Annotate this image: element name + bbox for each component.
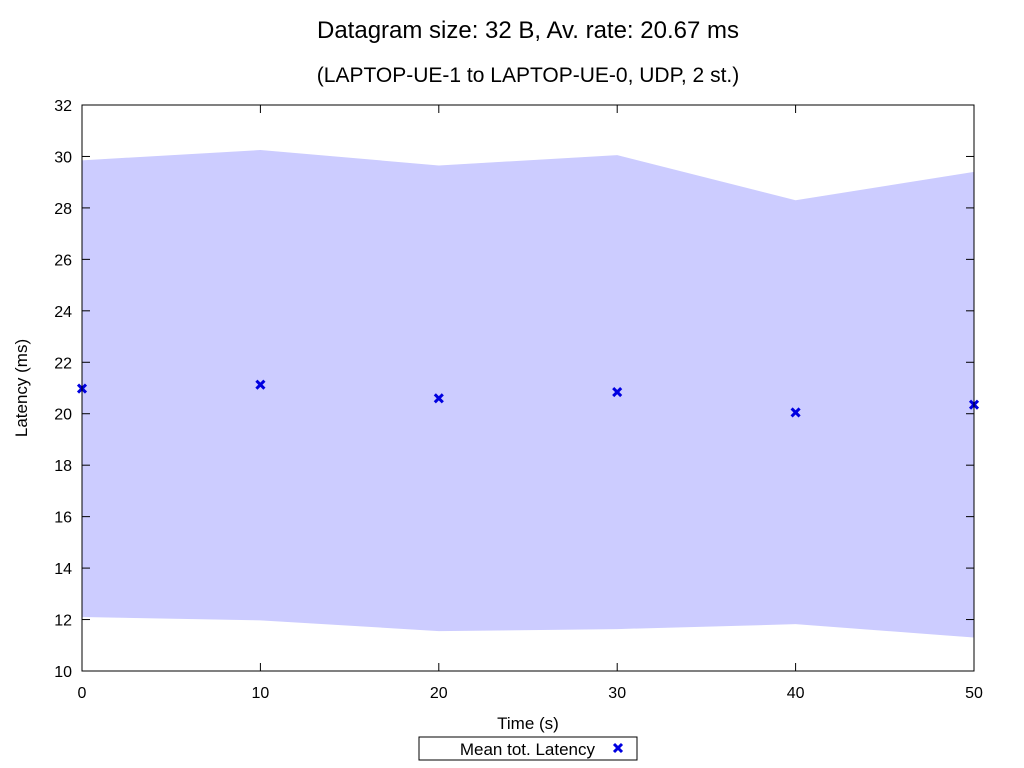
legend: Mean tot. Latency — [418, 736, 638, 761]
y-tick-label: 24 — [54, 304, 72, 321]
y-tick-label: 12 — [54, 613, 72, 630]
legend-x-marker — [612, 742, 624, 754]
x-tick-label: 10 — [252, 685, 270, 702]
y-tick-label: 16 — [54, 510, 72, 527]
data-point — [790, 407, 801, 418]
legend-label: Mean tot. Latency — [460, 740, 596, 759]
x-tick-label: 0 — [78, 685, 87, 702]
legend-marker — [612, 742, 624, 754]
y-tick-label: 22 — [54, 355, 72, 372]
x-tick-label: 40 — [787, 685, 805, 702]
latency-range-band — [82, 150, 974, 638]
y-tick-label: 32 — [54, 98, 72, 115]
y-tick-label: 18 — [54, 458, 72, 475]
x-tick-label: 30 — [608, 685, 626, 702]
y-tick-label: 10 — [54, 664, 72, 681]
data-point — [255, 379, 266, 390]
x-axis-label: Time (s) — [497, 714, 559, 733]
y-tick-label: 30 — [54, 149, 72, 166]
chart-subtitle: (LAPTOP-UE-1 to LAPTOP-UE-0, UDP, 2 st.) — [317, 64, 739, 87]
x-tick-label: 50 — [965, 685, 983, 702]
y-tick-label: 14 — [54, 561, 72, 578]
chart-title: Datagram size: 32 B, Av. rate: 20.67 ms — [317, 17, 739, 44]
legend-box — [418, 736, 638, 761]
band-layer — [82, 150, 974, 638]
y-tick-label: 20 — [54, 407, 72, 424]
y-tick-label: 28 — [54, 201, 72, 218]
data-point — [433, 393, 444, 404]
y-tick-label: 26 — [54, 252, 72, 269]
plot-frame — [81, 104, 975, 672]
ticks-layer: 10 12 14 16 18 20 22 24 26 28 30 32 0 10 20 30 40 50 — [54, 98, 983, 702]
x-tick-label: 20 — [430, 685, 448, 702]
points-layer — [76, 379, 980, 418]
y-axis-label: Latency (ms) — [12, 339, 31, 437]
data-point — [612, 387, 623, 398]
